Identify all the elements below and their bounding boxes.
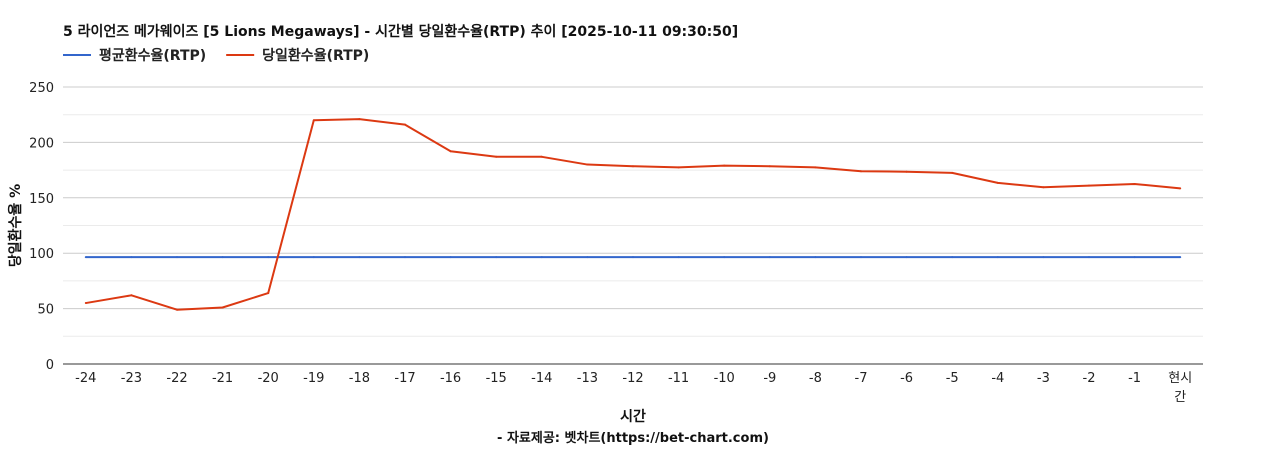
data-point: [586, 256, 589, 259]
data-point: [905, 256, 908, 259]
x-tick-label: -5: [946, 371, 959, 386]
data-point: [632, 256, 634, 259]
x-tick-label: -13: [577, 371, 598, 386]
series-1: [84, 256, 1182, 259]
chart-title: 5 라이언즈 메가웨이즈 [5 Lions Megaways] - 시간별 당일…: [63, 23, 738, 40]
legend-item[interactable]: 평균환수율(RTP): [63, 47, 206, 64]
data-point: [677, 256, 680, 259]
data-point: [84, 302, 87, 305]
x-tick-label: -6: [900, 371, 913, 386]
data-point: [312, 119, 315, 122]
x-tick-label: -20: [258, 371, 279, 386]
x-tick-label: -9: [763, 371, 776, 386]
data-point: [586, 163, 589, 166]
data-point: [495, 155, 498, 158]
data-point: [130, 294, 133, 297]
data-point: [1042, 186, 1045, 189]
data-point: [495, 256, 498, 259]
series-lines: [84, 118, 1182, 311]
data-point: [449, 256, 452, 259]
x-tick-label: -17: [394, 371, 415, 386]
data-point: [84, 256, 87, 259]
data-point: [404, 256, 406, 259]
data-point: [996, 181, 999, 184]
x-tick-label: -14: [531, 371, 552, 386]
data-point: [768, 256, 771, 259]
data-point: [1179, 256, 1182, 259]
x-tick-label: -10: [714, 371, 735, 386]
x-tick-label: -19: [303, 371, 324, 386]
y-axis-title: 당일환수율 %: [7, 184, 24, 267]
data-point: [996, 256, 999, 259]
data-point: [221, 256, 224, 259]
data-point: [860, 170, 862, 173]
x-tick-label: -2: [1083, 371, 1096, 386]
data-point: [905, 170, 908, 173]
data-point: [951, 171, 954, 174]
data-point: [814, 256, 817, 259]
x-tick-label: -24: [75, 371, 96, 386]
x-tick-label: -4: [991, 371, 1004, 386]
data-point: [449, 150, 452, 153]
x-tick-label: -11: [668, 371, 689, 386]
data-point: [176, 308, 178, 311]
data-point: [540, 155, 543, 158]
x-tick-label: -1: [1128, 371, 1141, 386]
legend-label: 당일환수율(RTP): [262, 47, 369, 64]
data-point: [130, 256, 133, 259]
data-point: [1133, 182, 1136, 185]
data-point: [312, 256, 315, 259]
data-point: [404, 123, 406, 126]
data-point: [267, 292, 270, 295]
data-point: [358, 256, 361, 259]
data-point: [814, 166, 817, 169]
data-point: [176, 256, 178, 259]
gridlines: [63, 86, 1203, 337]
y-tick-label: 100: [29, 247, 54, 262]
x-tick-label: -23: [121, 371, 142, 386]
x-axis-ticks: -24 -23 -22 -21 -20 -19 -18 -17 -16 -15 -14 -13 -12 -…: [75, 371, 1192, 405]
data-point: [540, 256, 543, 259]
y-tick-label: 200: [29, 136, 54, 151]
series-2: [84, 118, 1182, 311]
y-tick-label: 0: [46, 358, 54, 373]
x-tick-label: -15: [486, 371, 507, 386]
y-tick-label: 150: [29, 192, 54, 207]
data-point: [221, 306, 224, 309]
data-point: [860, 256, 862, 259]
data-point: [951, 256, 954, 259]
data-point: [267, 256, 270, 259]
data-point: [632, 165, 634, 168]
data-point: [1088, 184, 1090, 187]
data-point: [1133, 256, 1136, 259]
legend-label: 평균환수율(RTP): [99, 47, 206, 64]
x-tick-label: -3: [1037, 371, 1050, 386]
legend[interactable]: 평균환수율(RTP) 당일환수율(RTP): [63, 47, 369, 64]
y-tick-label: 250: [29, 81, 54, 96]
x-tick-label: -8: [809, 371, 822, 386]
data-point: [1042, 256, 1045, 259]
data-point: [677, 166, 680, 169]
x-axis-title: 시간: [620, 408, 646, 425]
data-point: [1179, 187, 1182, 190]
data-point: [1088, 256, 1090, 259]
data-point: [358, 118, 361, 121]
data-point: [723, 256, 726, 259]
y-axis-ticks: 0 50 100 150 200 250: [29, 81, 54, 373]
x-tick-label: -22: [166, 371, 187, 386]
x-tick-label: 현시 간: [1168, 371, 1192, 405]
x-tick-label: -16: [440, 371, 461, 386]
x-tick-label: -7: [855, 371, 868, 386]
x-tick-label: -12: [622, 371, 643, 386]
x-tick-label: -18: [349, 371, 370, 386]
legend-item[interactable]: 당일환수율(RTP): [226, 47, 369, 64]
y-tick-label: 50: [37, 303, 54, 318]
x-tick-label: -21: [212, 371, 233, 386]
source-note: - 자료제공: 벳차트(https://bet-chart.com): [497, 430, 769, 446]
data-point: [723, 164, 726, 167]
data-point: [768, 165, 771, 168]
